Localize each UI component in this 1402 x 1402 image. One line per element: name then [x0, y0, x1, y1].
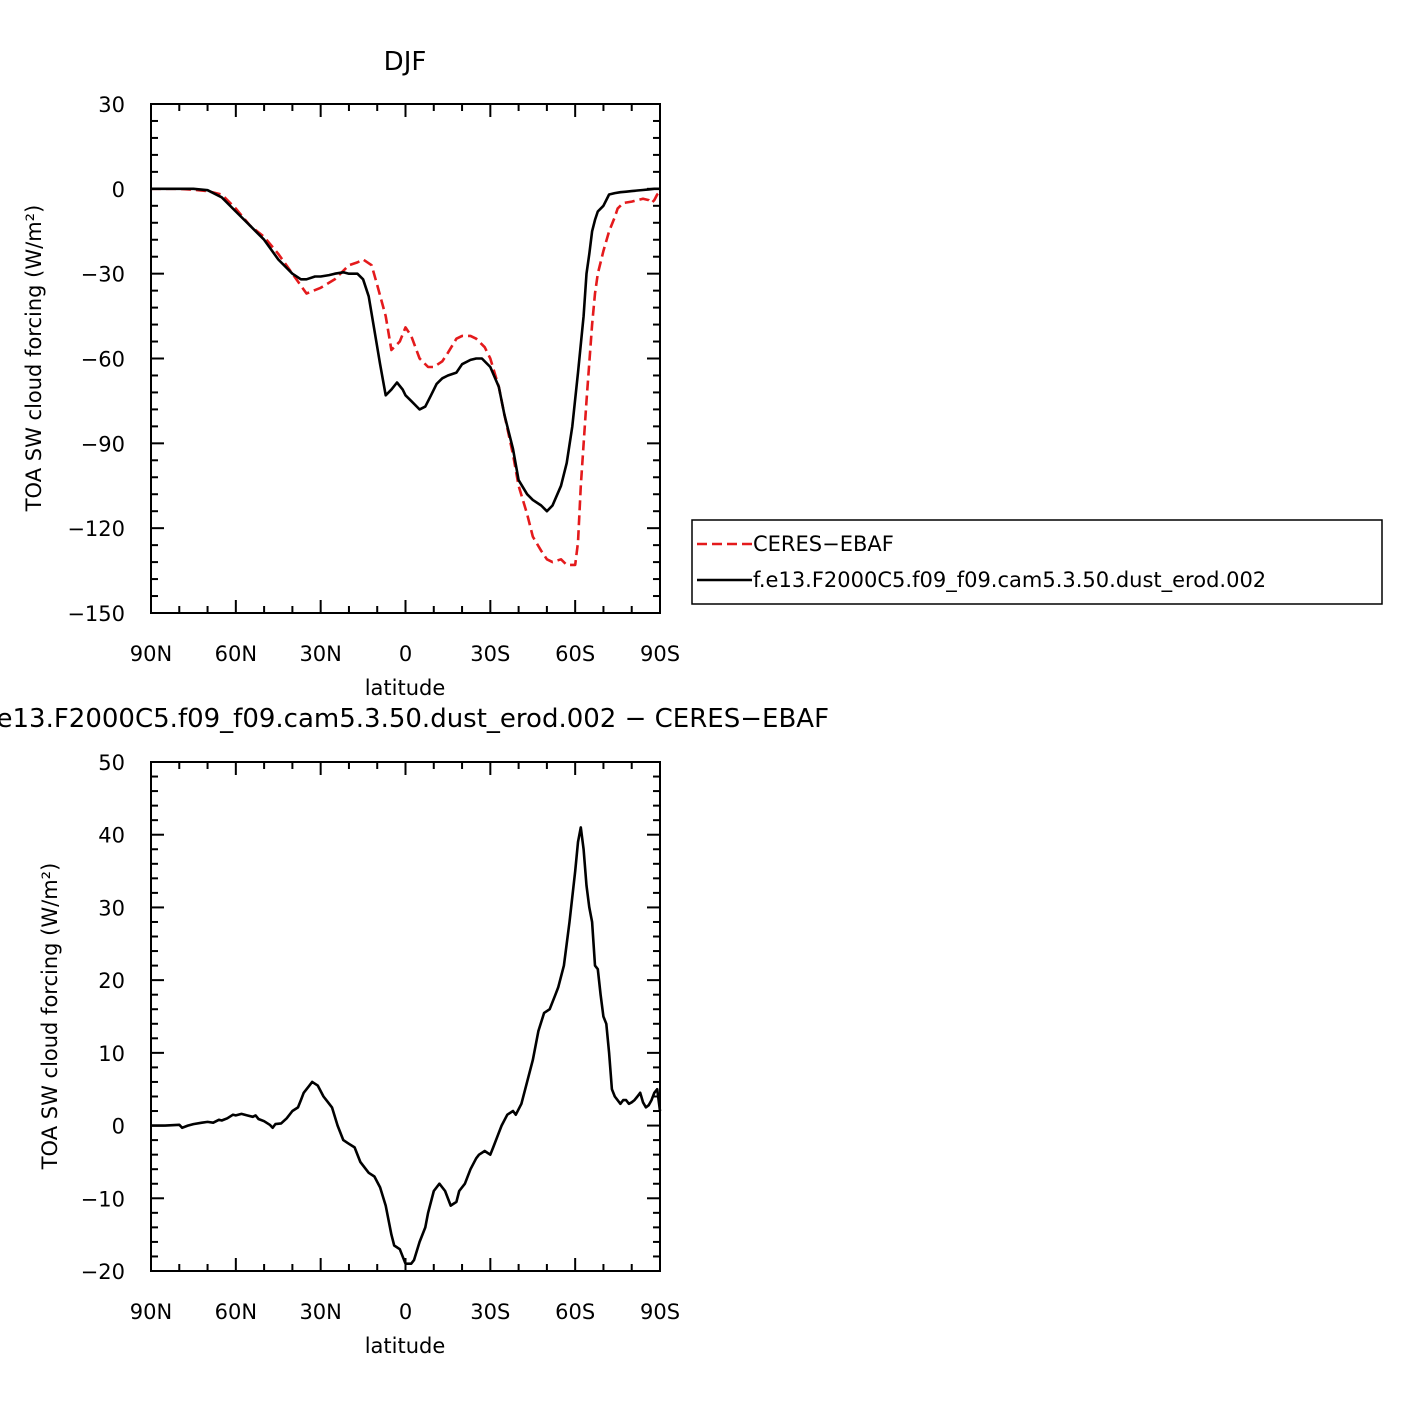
legend-box [691, 519, 1383, 605]
plot-area: 90N 60N 30N 0 30S 60S 90S 50 40 30 20 10 0 −10 −20 [81, 751, 680, 1324]
y-tick-label: −150 [67, 602, 125, 626]
x-tick-label: 90N [130, 1300, 172, 1324]
x-tick-label: 90S [640, 642, 680, 666]
x-tick-label: 60S [555, 642, 595, 666]
x-tick-label: 0 [399, 1300, 412, 1324]
x-tick-label: 90S [640, 1300, 680, 1324]
difference-panel: f.e13.F2000C5.f09_f09.cam5.3.50.dust_ero… [0, 704, 829, 1358]
y-axis-label: TOA SW cloud forcing (W/m²) [38, 863, 62, 1171]
plot-frame [150, 761, 661, 1272]
y-tick-label: 30 [98, 896, 125, 920]
legend-entry-ceres: CERES−EBAF [753, 532, 894, 556]
y-tick-label: 50 [98, 751, 125, 775]
x-tick-label: 30S [470, 1300, 510, 1324]
y-tick-label: −30 [81, 263, 125, 287]
plot-frame [150, 103, 661, 614]
legend: CERES−EBAF f.e13.F2000C5.f09_f09.cam5.3.… [691, 519, 1383, 605]
y-tick-label: −60 [81, 348, 125, 372]
y-tick-label: 20 [98, 969, 125, 993]
y-tick-label: −90 [81, 432, 125, 456]
djf-panel: DJF 90N 60N 30N 0 30S 60S 90S 30 0 −30 −60 −90 −120 −… [22, 47, 680, 700]
y-tick-label: −120 [67, 517, 125, 541]
x-tick-label: 90N [130, 642, 172, 666]
y-axis-label: TOA SW cloud forcing (W/m²) [22, 205, 46, 513]
x-tick-label: 30S [470, 642, 510, 666]
y-tick-label: 30 [98, 93, 125, 117]
x-tick-label: 60S [555, 1300, 595, 1324]
series-line-0 [151, 826, 662, 1265]
y-tick-label: −10 [81, 1187, 125, 1211]
x-tick-label: 60N [215, 1300, 257, 1324]
x-axis-label: latitude [365, 1334, 446, 1358]
y-tick-label: 40 [98, 824, 125, 848]
x-tick-label: 30N [299, 1300, 341, 1324]
x-axis-label: latitude [365, 676, 446, 700]
y-tick-label: 0 [112, 1115, 125, 1139]
y-tick-label: 10 [98, 1042, 125, 1066]
series-line-0 [151, 187, 661, 567]
y-tick-label: 0 [112, 178, 125, 202]
x-tick-label: 0 [399, 642, 412, 666]
panel-title: DJF [384, 47, 427, 77]
legend-entry-model: f.e13.F2000C5.f09_f09.cam5.3.50.dust_ero… [753, 568, 1266, 593]
series-line-1 [151, 187, 660, 513]
plot-area: 90N 60N 30N 0 30S 60S 90S 30 0 −30 −60 −90 −120 −150 [67, 93, 680, 666]
x-tick-label: 60N [215, 642, 257, 666]
panel-title: f.e13.F2000C5.f09_f09.cam5.3.50.dust_ero… [0, 704, 829, 734]
x-tick-label: 30N [299, 642, 341, 666]
y-tick-label: −20 [81, 1260, 125, 1284]
